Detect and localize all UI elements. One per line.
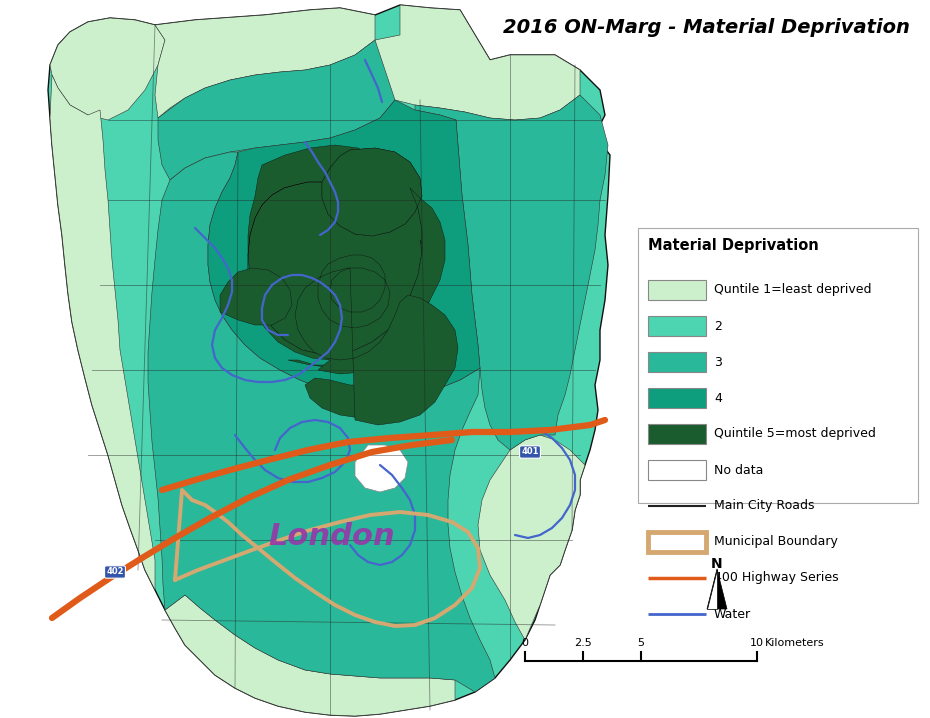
Text: 10: 10	[750, 638, 764, 648]
Text: N: N	[711, 557, 723, 571]
Text: London: London	[268, 522, 394, 551]
Polygon shape	[158, 40, 395, 180]
Polygon shape	[322, 148, 422, 236]
Bar	[648, 316, 706, 336]
Bar	[648, 424, 706, 444]
Text: Water: Water	[714, 607, 751, 620]
Text: 4: 4	[714, 391, 722, 404]
Text: Kilometers: Kilometers	[765, 638, 825, 648]
Text: Quintile 5=most deprived: Quintile 5=most deprived	[714, 427, 876, 441]
Polygon shape	[48, 5, 610, 716]
Polygon shape	[415, 95, 608, 450]
Polygon shape	[155, 8, 375, 118]
Bar	[648, 388, 706, 408]
Polygon shape	[707, 569, 727, 609]
Polygon shape	[355, 445, 408, 492]
Text: 0: 0	[522, 638, 528, 648]
Text: 400 Highway Series: 400 Highway Series	[714, 572, 839, 584]
Bar	[648, 532, 706, 552]
Text: Quntile 1=least deprived: Quntile 1=least deprived	[714, 284, 871, 297]
Polygon shape	[707, 569, 717, 609]
Text: Main City Roads: Main City Roads	[714, 500, 815, 513]
Bar	[648, 352, 706, 372]
Text: No data: No data	[714, 464, 764, 477]
Text: Material Deprivation: Material Deprivation	[648, 238, 818, 253]
Polygon shape	[248, 145, 422, 354]
Polygon shape	[305, 325, 445, 418]
Text: Municipal Boundary: Municipal Boundary	[714, 536, 838, 549]
Polygon shape	[478, 435, 585, 640]
Polygon shape	[248, 148, 445, 374]
Polygon shape	[50, 18, 165, 120]
Bar	[638, 228, 918, 503]
Text: 3: 3	[714, 355, 722, 368]
Polygon shape	[295, 255, 458, 425]
Polygon shape	[220, 268, 292, 325]
Polygon shape	[148, 152, 495, 692]
Text: 2: 2	[714, 320, 722, 332]
Bar	[648, 460, 706, 480]
Polygon shape	[288, 240, 432, 368]
Polygon shape	[208, 100, 480, 402]
Text: 5: 5	[637, 638, 644, 648]
Text: 401: 401	[521, 447, 538, 457]
Text: 2016 ON-Marg - Material Deprivation: 2016 ON-Marg - Material Deprivation	[503, 18, 910, 37]
Polygon shape	[375, 5, 580, 120]
Text: 402: 402	[106, 567, 124, 577]
Polygon shape	[165, 595, 455, 716]
Polygon shape	[50, 75, 155, 590]
Bar	[648, 280, 706, 300]
Text: 2.5: 2.5	[574, 638, 591, 648]
